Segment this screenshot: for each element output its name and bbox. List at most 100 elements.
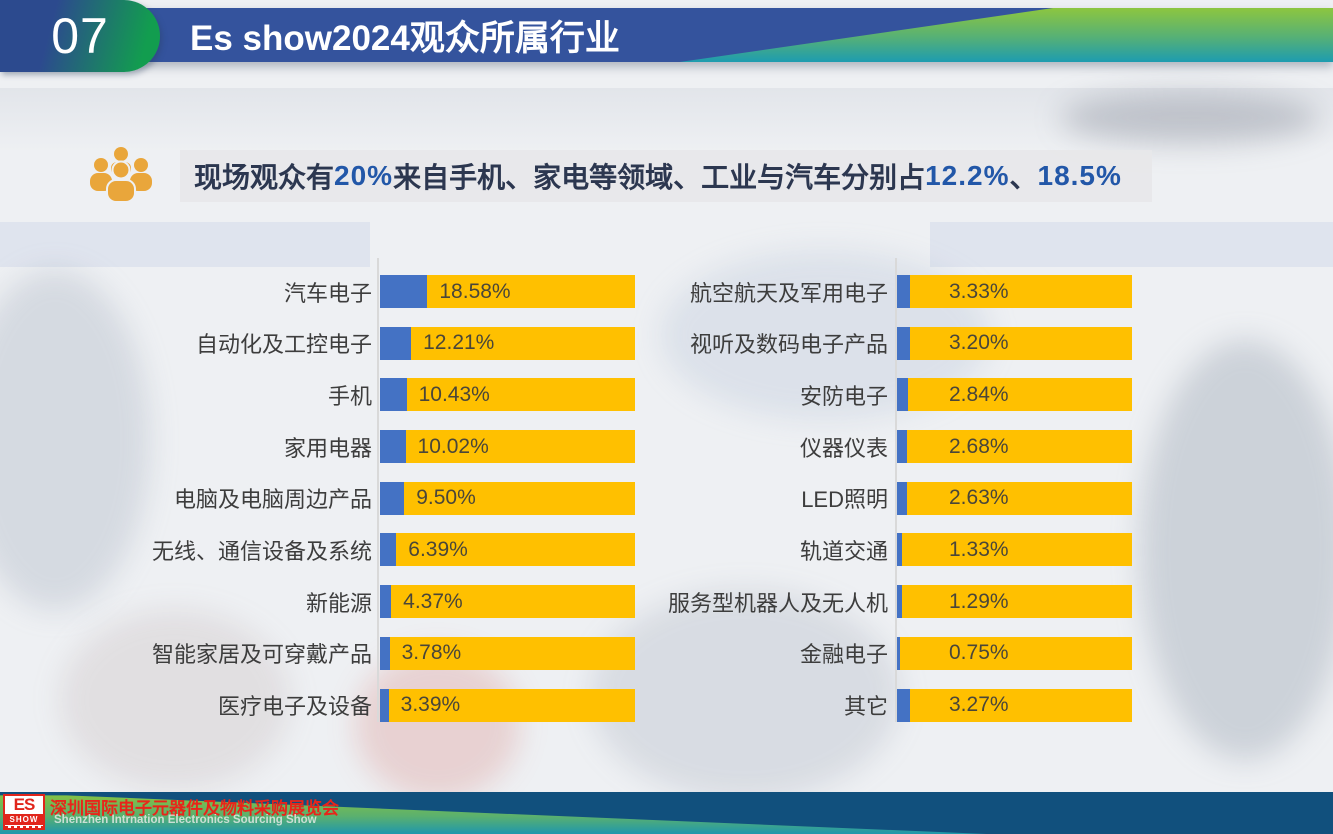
category-label: 智能家居及可穿戴产品 <box>151 642 372 668</box>
chart-row: 汽车电子 18.58% <box>130 275 635 308</box>
value-label: 4.37% <box>403 589 463 613</box>
bar-track: 1.33% <box>897 533 1132 567</box>
value-label: 2.84% <box>949 382 1009 406</box>
bar-track: 2.84% <box>897 378 1132 412</box>
chart-row: 自动化及工控电子 12.21% <box>130 326 635 360</box>
header-banner <box>0 8 1333 62</box>
value-bar <box>897 481 908 515</box>
bar-track: 18.58% <box>380 275 635 308</box>
value-label: 9.50% <box>416 486 476 510</box>
category-label: 电脑及电脑周边产品 <box>173 487 372 513</box>
value-bar <box>897 533 903 567</box>
chart-row: LED照明 2.63% <box>650 481 1132 515</box>
chart-row: 智能家居及可穿戴产品 3.78% <box>130 636 635 670</box>
bar-track: 3.78% <box>380 636 635 670</box>
chart-row: 服务型机器人及无人机 1.29% <box>650 585 1132 619</box>
value-label: 2.68% <box>949 434 1009 458</box>
value-bar <box>897 636 900 670</box>
bar-track: 2.63% <box>897 481 1132 515</box>
value-label: 10.02% <box>417 434 489 458</box>
logo-sub-marks <box>5 826 43 829</box>
bar-track: 9.50% <box>380 481 635 515</box>
chart-row: 金融电子 0.75% <box>650 636 1132 670</box>
bar-track: 3.39% <box>380 688 635 722</box>
value-bar <box>897 378 909 412</box>
value-bar <box>897 326 910 360</box>
background-photo-strip <box>0 222 370 267</box>
chart-row: 安防电子 2.84% <box>650 378 1132 412</box>
chart-column-left: 汽车电子 18.58% 自动化及工控电子 12.21% 手机 10.43% 家用电器 10.0… <box>130 258 635 740</box>
value-label: 0.75% <box>949 641 1009 665</box>
chart-axis-line <box>895 258 897 722</box>
background-photo-blob <box>1140 340 1333 760</box>
category-label: 自动化及工控电子 <box>195 332 372 358</box>
bar-track: 6.39% <box>380 533 635 567</box>
bar-track: 3.33% <box>897 275 1132 308</box>
highlight-text: 来自手机、家电等领域、工业与汽车分别占 <box>393 162 926 193</box>
es-show-logo: ES SHOW <box>3 794 45 830</box>
value-label: 1.29% <box>949 589 1009 613</box>
bar-track: 4.37% <box>380 585 635 619</box>
footer-org-name-en: Shenzhen Intrnation Electronics Sourcing… <box>54 814 317 826</box>
background-photo-strip <box>0 88 1333 152</box>
value-bar <box>380 275 428 308</box>
value-bar <box>897 585 903 619</box>
people-group-icon <box>88 146 154 204</box>
bar-track: 10.43% <box>380 378 635 412</box>
category-label: 安防电子 <box>799 383 888 409</box>
category-label: 视听及数码电子产品 <box>689 332 888 358</box>
value-bar <box>897 430 908 464</box>
value-bar <box>380 378 407 412</box>
bar-track: 2.68% <box>897 430 1132 464</box>
value-label: 3.20% <box>949 331 1009 355</box>
value-bar <box>380 636 390 670</box>
page-number: 07 <box>51 8 109 64</box>
value-label: 3.27% <box>949 693 1009 716</box>
category-label: 航空航天及军用电子 <box>689 280 888 306</box>
background-photo-strip <box>930 222 1333 267</box>
bar-track: 3.20% <box>897 326 1132 360</box>
highlight-number: 20% <box>334 160 394 191</box>
chart-row: 仪器仪表 2.68% <box>650 430 1132 464</box>
category-label: LED照明 <box>801 487 888 513</box>
highlight-number: 12.2% <box>925 160 1010 191</box>
chart-row: 手机 10.43% <box>130 378 635 412</box>
value-bar <box>897 275 911 308</box>
value-label: 18.58% <box>439 279 511 303</box>
value-bar <box>380 326 412 360</box>
category-label: 仪器仪表 <box>799 435 888 461</box>
category-label: 无线、通信设备及系统 <box>151 538 372 564</box>
value-bar <box>380 585 392 619</box>
value-label: 3.33% <box>949 279 1009 303</box>
value-bar <box>380 481 405 515</box>
chart-row: 无线、通信设备及系统 6.39% <box>130 533 635 567</box>
footer-band: ES SHOW 深圳国际电子元器件及物料采购展览会 Shenzhen Intrn… <box>0 792 1333 834</box>
value-bar <box>380 430 406 464</box>
chart-row: 电脑及电脑周边产品 9.50% <box>130 481 635 515</box>
value-label: 10.43% <box>418 382 490 406</box>
chart-row: 新能源 4.37% <box>130 585 635 619</box>
value-label: 6.39% <box>408 537 468 561</box>
logo-es-text: ES <box>13 795 36 814</box>
category-label: 家用电器 <box>283 435 372 461</box>
logo-show-text: SHOW <box>5 814 43 825</box>
bar-track: 12.21% <box>380 326 635 360</box>
category-label: 其它 <box>843 694 888 719</box>
bar-track: 10.02% <box>380 430 635 464</box>
category-label: 汽车电子 <box>283 280 372 306</box>
category-label: 金融电子 <box>799 642 888 668</box>
page-number-badge: 07 <box>0 0 160 72</box>
value-label: 3.78% <box>401 641 462 665</box>
category-label: 服务型机器人及无人机 <box>667 590 888 616</box>
chart-row: 航空航天及军用电子 3.33% <box>650 275 1132 308</box>
page-title: Es show2024观众所属行业 <box>190 18 620 58</box>
highlight-text: 现场观众有 <box>194 162 335 193</box>
category-label: 新能源 <box>305 590 372 616</box>
value-label: 2.63% <box>949 486 1009 510</box>
chart-row: 视听及数码电子产品 3.20% <box>650 326 1132 360</box>
category-label: 手机 <box>327 383 372 409</box>
chart-row: 医疗电子及设备 3.39% <box>130 688 635 722</box>
background-photo-blob <box>0 270 150 610</box>
value-bar <box>380 533 397 567</box>
